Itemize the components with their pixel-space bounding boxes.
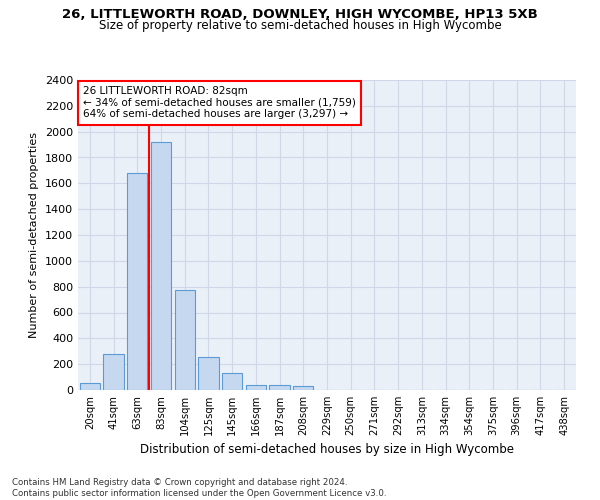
Bar [293, 386, 313, 390]
Bar [127, 173, 148, 390]
Bar [222, 373, 242, 390]
Bar [246, 385, 266, 390]
Text: Size of property relative to semi-detached houses in High Wycombe: Size of property relative to semi-detach… [98, 18, 502, 32]
Bar [269, 386, 290, 390]
Text: 26 LITTLEWORTH ROAD: 82sqm
← 34% of semi-detached houses are smaller (1,759)
64%: 26 LITTLEWORTH ROAD: 82sqm ← 34% of semi… [83, 86, 356, 120]
Bar [103, 354, 124, 390]
Bar [199, 357, 218, 390]
Bar [175, 290, 195, 390]
Bar [80, 383, 100, 390]
Y-axis label: Number of semi-detached properties: Number of semi-detached properties [29, 132, 40, 338]
Text: Contains HM Land Registry data © Crown copyright and database right 2024.
Contai: Contains HM Land Registry data © Crown c… [12, 478, 386, 498]
Text: Distribution of semi-detached houses by size in High Wycombe: Distribution of semi-detached houses by … [140, 442, 514, 456]
Text: 26, LITTLEWORTH ROAD, DOWNLEY, HIGH WYCOMBE, HP13 5XB: 26, LITTLEWORTH ROAD, DOWNLEY, HIGH WYCO… [62, 8, 538, 20]
Bar [151, 142, 171, 390]
